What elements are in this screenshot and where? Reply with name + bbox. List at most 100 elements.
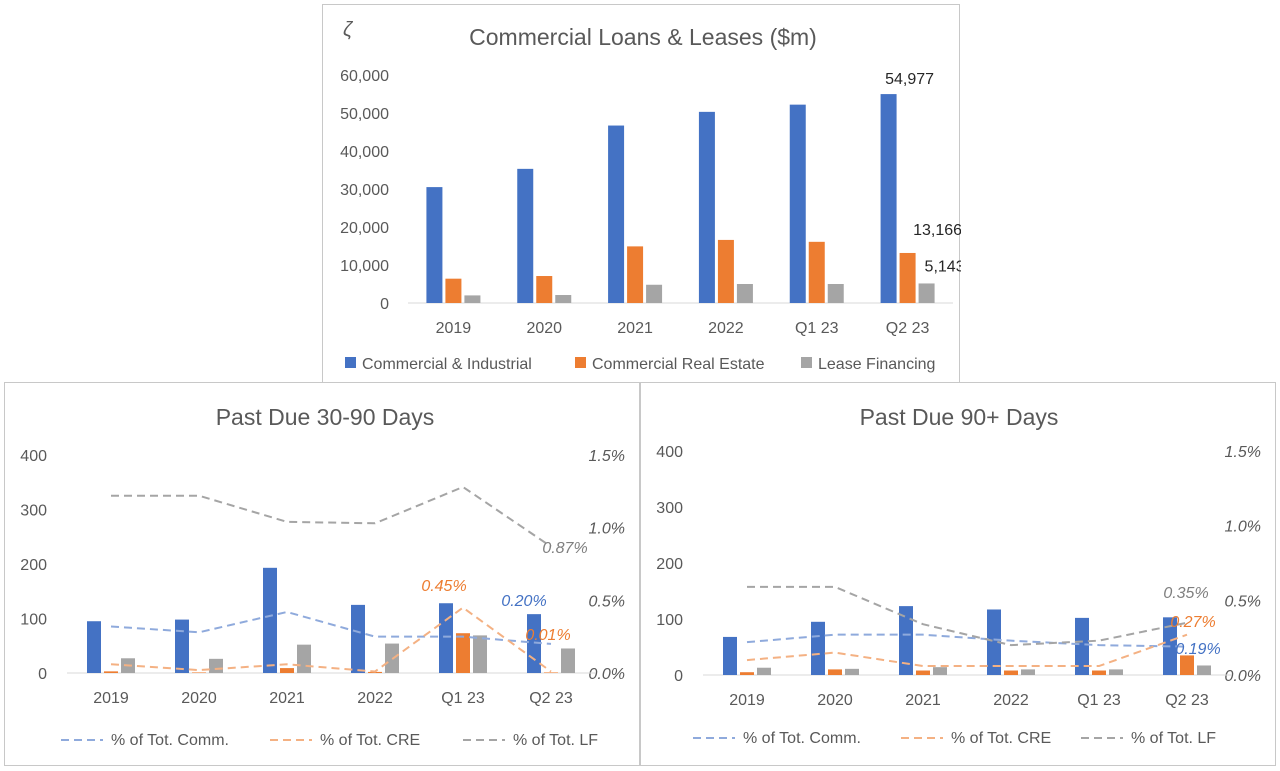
bar — [808, 241, 825, 303]
past-due-90-plus-chart-panel: Past Due 90+ Days 0 100 200 300 400 0.0% 0.5% 1.… — [640, 382, 1276, 766]
bar — [757, 667, 771, 675]
y-tick-label: 10,000 — [340, 258, 389, 275]
bar — [192, 672, 206, 673]
bar — [845, 668, 859, 675]
series-line — [747, 585, 1188, 647]
bar — [209, 658, 223, 673]
bar — [104, 671, 118, 673]
bar — [473, 635, 487, 673]
legend-swatch — [345, 357, 356, 368]
x-tick-label: 2019 — [436, 320, 472, 337]
y-tick-label: 60,000 — [340, 68, 389, 85]
series-line — [110, 606, 552, 673]
bar — [456, 633, 470, 673]
x-tick-label: Q1 23 — [795, 320, 839, 337]
data-label: 0.27% — [1170, 614, 1215, 631]
x-tick-label: Q2 23 — [529, 690, 573, 707]
bar — [351, 604, 365, 673]
legend-label: % of Tot. CRE — [320, 732, 420, 749]
bar — [1021, 669, 1035, 675]
bar — [445, 278, 462, 303]
bar — [899, 606, 913, 675]
data-label: 0.20% — [501, 593, 546, 610]
legend-swatch — [575, 357, 586, 368]
bar — [916, 670, 930, 675]
legend-label: % of Tot. Comm. — [743, 730, 861, 747]
y-tick-label: 400 — [656, 444, 683, 461]
corner-mark: ζ — [343, 19, 354, 41]
x-tick-label: 2020 — [526, 320, 562, 337]
y2-tick-label: 1.0% — [1225, 519, 1261, 536]
data-label: 13,166 — [913, 222, 961, 239]
bar — [811, 621, 825, 675]
bar — [646, 284, 663, 303]
bar — [297, 644, 311, 673]
bar — [880, 94, 897, 303]
bar — [828, 669, 842, 675]
data-label: 0.45% — [421, 578, 466, 595]
bar — [827, 284, 844, 303]
bar — [87, 621, 101, 673]
series-line — [111, 485, 552, 548]
loans-leases-chart-panel: ζ Commercial Loans & Leases ($m) 0 10,000 20… — [322, 4, 961, 386]
bar — [740, 672, 754, 675]
y2-tick-label: 1.5% — [1225, 444, 1261, 461]
legend-swatch — [801, 357, 812, 368]
series-line — [746, 633, 1188, 668]
x-tick-label: 2022 — [708, 320, 744, 337]
y-tick-label: 100 — [20, 612, 47, 629]
x-tick-label: 2021 — [905, 692, 941, 709]
bar — [717, 239, 734, 303]
legend-label: % of Tot. CRE — [951, 730, 1051, 747]
bar — [464, 295, 481, 303]
bar — [280, 668, 294, 673]
y-tick-label: 30,000 — [340, 182, 389, 199]
y-tick-label: 200 — [656, 556, 683, 573]
series-line — [746, 633, 1188, 648]
bar — [698, 111, 715, 303]
past-due-30-90-chart: Past Due 30-90 Days 0 100 200 300 400 0.0% 0.5%… — [20, 404, 625, 749]
chart-title: Past Due 90+ Days — [860, 404, 1059, 430]
bar — [1004, 670, 1018, 675]
data-label: 0.19% — [1175, 641, 1220, 658]
loans-leases-chart: ζ Commercial Loans & Leases ($m) 0 10,000 20… — [340, 19, 961, 373]
y-tick-label: 0 — [674, 668, 683, 685]
bar — [627, 246, 644, 303]
bar — [527, 614, 541, 673]
y2-tick-label: 1.0% — [589, 521, 625, 538]
legend-label: % of Tot. Comm. — [111, 732, 229, 749]
data-label: 5,143 — [925, 258, 961, 275]
y2-tick-label: 0.0% — [589, 666, 625, 683]
bar — [1075, 617, 1089, 675]
legend-label: Commercial Real Estate — [592, 356, 765, 373]
y-tick-label: 200 — [20, 557, 47, 574]
bar — [899, 252, 916, 303]
data-label: 54,977 — [885, 71, 934, 88]
x-tick-label: Q2 23 — [886, 320, 930, 337]
y-tick-label: 400 — [20, 448, 47, 465]
bar — [555, 295, 572, 303]
series-line — [110, 610, 552, 645]
bar — [439, 603, 453, 673]
y-tick-label: 50,000 — [340, 106, 389, 123]
bar — [608, 125, 625, 303]
y-tick-label: 0 — [380, 296, 389, 313]
bar — [263, 567, 277, 673]
x-tick-label: 2019 — [93, 690, 129, 707]
legend-label: % of Tot. LF — [513, 732, 598, 749]
y2-tick-label: 0.5% — [589, 593, 625, 610]
x-tick-label: 2020 — [817, 692, 853, 709]
past-due-30-90-chart-panel: Past Due 30-90 Days 0 100 200 300 400 0.0% 0.5%… — [4, 382, 640, 766]
chart-title: Commercial Loans & Leases ($m) — [469, 24, 817, 50]
bar — [918, 283, 935, 303]
bar — [544, 672, 558, 673]
legend-label: Commercial & Industrial — [362, 356, 532, 373]
bar — [1109, 669, 1123, 675]
x-tick-label: Q1 23 — [441, 690, 485, 707]
x-tick-label: 2021 — [269, 690, 305, 707]
bar — [933, 667, 947, 675]
x-tick-label: 2022 — [357, 690, 393, 707]
x-tick-label: 2021 — [617, 320, 653, 337]
bar — [789, 104, 806, 303]
y-tick-label: 100 — [656, 612, 683, 629]
